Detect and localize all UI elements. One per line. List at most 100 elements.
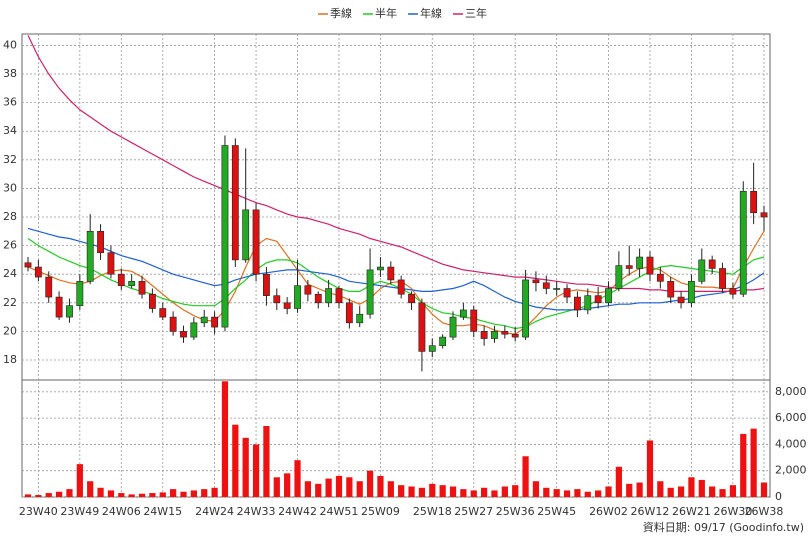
- volume-bar: [211, 487, 218, 497]
- candle-body: [107, 252, 115, 275]
- footer: 資料日期: 09/17 (Goodinfo.tw): [643, 520, 804, 534]
- candle-body: [470, 309, 478, 332]
- candle-body: [356, 313, 364, 324]
- volume-bar: [501, 486, 508, 497]
- candle-body: [55, 296, 63, 318]
- x-tick-label: 25W36: [496, 505, 535, 518]
- volume-bar: [232, 424, 239, 497]
- volume-bar: [118, 493, 125, 497]
- x-tick-label: 24W42: [278, 505, 317, 518]
- volume-bar: [97, 487, 104, 497]
- volume-tick-label: 8,000: [775, 385, 807, 398]
- candle-body: [221, 145, 229, 328]
- candle-body: [708, 259, 716, 269]
- volume-bar: [760, 482, 768, 497]
- candle-body: [698, 259, 706, 282]
- x-tick-label: 24W15: [143, 505, 182, 518]
- candle-body: [553, 288, 561, 290]
- volume-bar: [439, 485, 446, 497]
- volume-bar: [304, 481, 311, 497]
- volume-bar: [543, 487, 550, 497]
- volume-tick-label: 6,000: [775, 411, 807, 424]
- y-tick-label: 38: [3, 67, 17, 80]
- volume-bar: [45, 493, 52, 497]
- volume-bar: [429, 483, 436, 497]
- candle-body: [573, 296, 581, 311]
- candle-body: [605, 288, 612, 304]
- x-tick-label: 24W06: [102, 505, 141, 518]
- candle-body: [625, 265, 633, 269]
- volume-bar: [138, 493, 146, 497]
- candle-body: [138, 281, 146, 295]
- volume-bar: [201, 489, 208, 497]
- candle-body: [45, 276, 53, 298]
- y-tick-label: 40: [3, 38, 17, 51]
- y-tick-label: 32: [3, 153, 17, 166]
- candle-body: [335, 288, 343, 304]
- candle-body: [491, 331, 498, 339]
- volume-bar: [553, 489, 560, 497]
- volume-bar: [263, 426, 270, 497]
- candle-body: [449, 316, 457, 338]
- x-tick-label: 26W21: [672, 505, 711, 518]
- candle-body: [159, 308, 167, 318]
- volume-bar: [595, 490, 602, 497]
- volume-bar: [170, 489, 177, 497]
- volume-bar: [418, 487, 426, 497]
- legend-label: 季線: [330, 6, 352, 20]
- volume-bar: [346, 477, 353, 497]
- volume-bar: [24, 494, 32, 497]
- volume-bar: [719, 489, 726, 497]
- candle-body: [418, 302, 426, 352]
- volume-bar: [667, 487, 674, 497]
- ma-line: [27, 230, 765, 335]
- volume-bar: [584, 491, 591, 497]
- candle-body: [169, 316, 177, 332]
- candle-body: [263, 273, 270, 296]
- volume-bar: [159, 492, 166, 497]
- y-tick-label: 36: [3, 96, 17, 109]
- x-tick-label: 25W45: [537, 505, 576, 518]
- candle-body: [688, 281, 695, 304]
- legend: 季線 半年 年線 三年: [318, 6, 487, 20]
- candle-body: [117, 273, 125, 286]
- candle-body: [563, 288, 571, 298]
- volume-tick-label: 2,000: [775, 464, 807, 477]
- volume-bar: [387, 481, 394, 497]
- volume-bar: [35, 495, 42, 497]
- volume-bar: [128, 494, 135, 497]
- candle-body: [594, 295, 602, 304]
- candle-body: [283, 302, 291, 309]
- ma-line: [27, 35, 765, 292]
- y-tick-label: 18: [3, 353, 17, 366]
- candle-body: [66, 305, 73, 318]
- volume-bar: [87, 481, 94, 497]
- candle-body: [480, 331, 488, 339]
- x-tick-label: 24W51: [320, 505, 359, 518]
- x-tick-label: 25W18: [413, 505, 452, 518]
- candle-body: [345, 302, 353, 324]
- volume-bar: [190, 490, 197, 497]
- volume-bar: [574, 489, 581, 497]
- candle-body: [366, 269, 374, 315]
- volume-bar: [532, 481, 540, 497]
- y-tick-label: 20: [3, 324, 17, 337]
- candle-body: [677, 296, 685, 304]
- x-tick-label: 26W02: [589, 505, 628, 518]
- volume-bar: [460, 489, 467, 497]
- candle-body: [200, 316, 208, 324]
- volume-bar: [491, 490, 498, 497]
- candle-body: [231, 145, 239, 261]
- volume-bar: [356, 481, 363, 497]
- candle-body: [719, 268, 726, 289]
- volume-bar: [626, 483, 633, 497]
- candle-body: [97, 231, 104, 254]
- x-tick-label: 24W33: [237, 505, 276, 518]
- candle-body: [511, 333, 519, 338]
- volume-bar: [698, 479, 705, 497]
- candle-body: [729, 288, 737, 295]
- volume-bar: [740, 433, 747, 497]
- x-tick-label: 23W49: [60, 505, 99, 518]
- ma-line: [27, 227, 765, 311]
- volume-bar: [252, 444, 260, 497]
